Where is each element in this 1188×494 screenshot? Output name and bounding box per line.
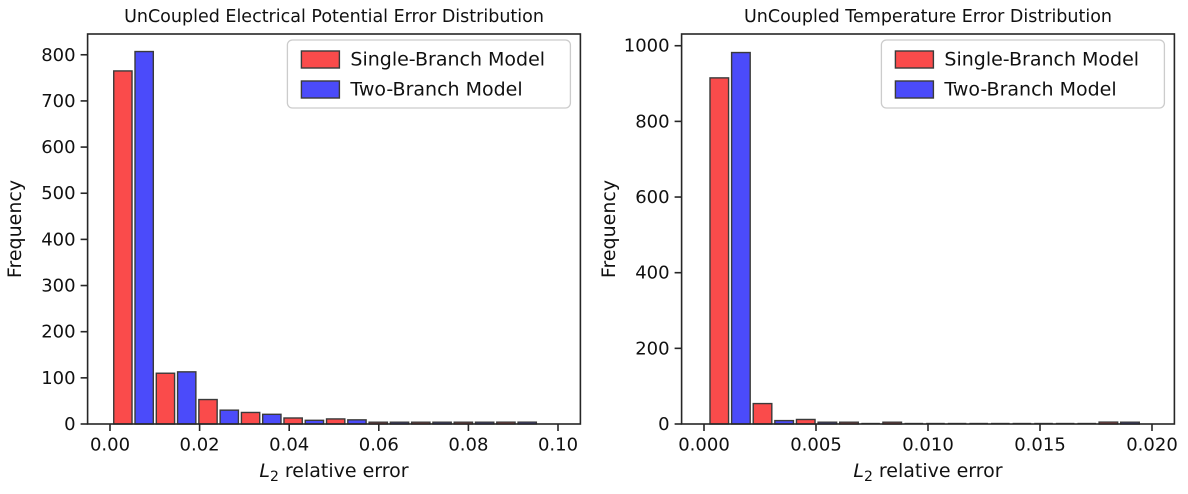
legend-box <box>880 39 1166 109</box>
y-tick-label: 0 <box>658 414 669 435</box>
hist-bar-single_branch <box>155 372 176 425</box>
legend-swatch-single_branch <box>300 50 341 69</box>
left-chart-panel: 0.00 0.02 0.04 0.06 0.08 0.10 0 100 200 300 400 500… <box>0 0 594 490</box>
y-tick-label: 700 <box>41 91 75 112</box>
legend-swatch-single_branch <box>894 50 935 69</box>
hist-bar-two_branch <box>176 371 197 425</box>
y-tick-label: 600 <box>635 187 669 208</box>
x-tick-label: 0.000 <box>678 435 730 456</box>
legend-swatch-two_branch <box>894 80 935 99</box>
y-tick-label: 600 <box>41 137 75 158</box>
legend-label: Single-Branch Model <box>350 49 545 71</box>
hist-bar-two_branch <box>219 409 240 425</box>
y-tick-label: 800 <box>635 111 669 132</box>
hist-bar-single_branch <box>240 411 261 425</box>
y-tick-label: 400 <box>41 229 75 250</box>
chart-svg: 0.000 0.005 0.010 0.015 0.020 0 200 400 600 800 10… <box>598 7 1178 485</box>
y-tick-label: 1000 <box>624 36 670 57</box>
x-tick-label: 0.10 <box>538 435 578 456</box>
legend-label: Single-Branch Model <box>944 49 1139 71</box>
x-axis-label: L2 relative error <box>853 460 1002 485</box>
x-tick-label: 0.04 <box>269 435 309 456</box>
y-tick-label: 500 <box>41 183 75 204</box>
hist-bar-single_branch <box>283 417 303 425</box>
x-axis-label: L2 relative error <box>259 460 408 485</box>
y-tick-label: 300 <box>41 276 75 297</box>
y-tick-label: 0 <box>64 414 75 435</box>
x-tick-label: 0.020 <box>1126 435 1178 456</box>
hist-bar-two_branch <box>730 51 751 425</box>
y-tick-label: 100 <box>41 368 75 389</box>
x-tick-label: 0.010 <box>902 435 954 456</box>
hist-bar-single_branch <box>198 398 218 425</box>
y-axis-label: Frequency <box>598 180 620 278</box>
hist-bar-single_branch <box>752 402 773 425</box>
chart-svg: 0.00 0.02 0.04 0.06 0.08 0.10 0 100 200 300 400 500… <box>4 7 582 485</box>
plot-border <box>86 33 582 425</box>
hist-bar-single_branch <box>709 77 730 425</box>
chart-title: UnCoupled Electrical Potential Error Dis… <box>124 7 544 27</box>
x-tick-label: 0.005 <box>790 435 842 456</box>
right-chart-panel: 0.000 0.005 0.010 0.015 0.020 0 200 400 600 800 10… <box>594 0 1188 490</box>
x-tick-label: 0.08 <box>448 435 488 456</box>
x-tick-label: 0.06 <box>359 435 399 456</box>
y-tick-label: 200 <box>635 338 669 359</box>
legend-swatch-two_branch <box>300 80 341 99</box>
legend-label: Two-Branch Model <box>943 79 1116 101</box>
legend-box <box>286 39 572 109</box>
hist-bar-single_branch <box>113 70 133 425</box>
y-axis-label: Frequency <box>4 180 26 278</box>
y-tick-label: 200 <box>41 322 75 343</box>
chart-title: UnCoupled Temperature Error Distribution <box>744 7 1112 27</box>
hist-bar-two_branch <box>261 413 282 425</box>
y-tick-label: 400 <box>635 263 669 284</box>
legend-label: Two-Branch Model <box>349 79 522 101</box>
x-tick-label: 0.00 <box>90 435 130 456</box>
hist-bar-two_branch <box>134 50 155 425</box>
x-tick-label: 0.015 <box>1014 435 1066 456</box>
x-tick-label: 0.02 <box>180 435 220 456</box>
y-tick-label: 800 <box>41 45 75 66</box>
